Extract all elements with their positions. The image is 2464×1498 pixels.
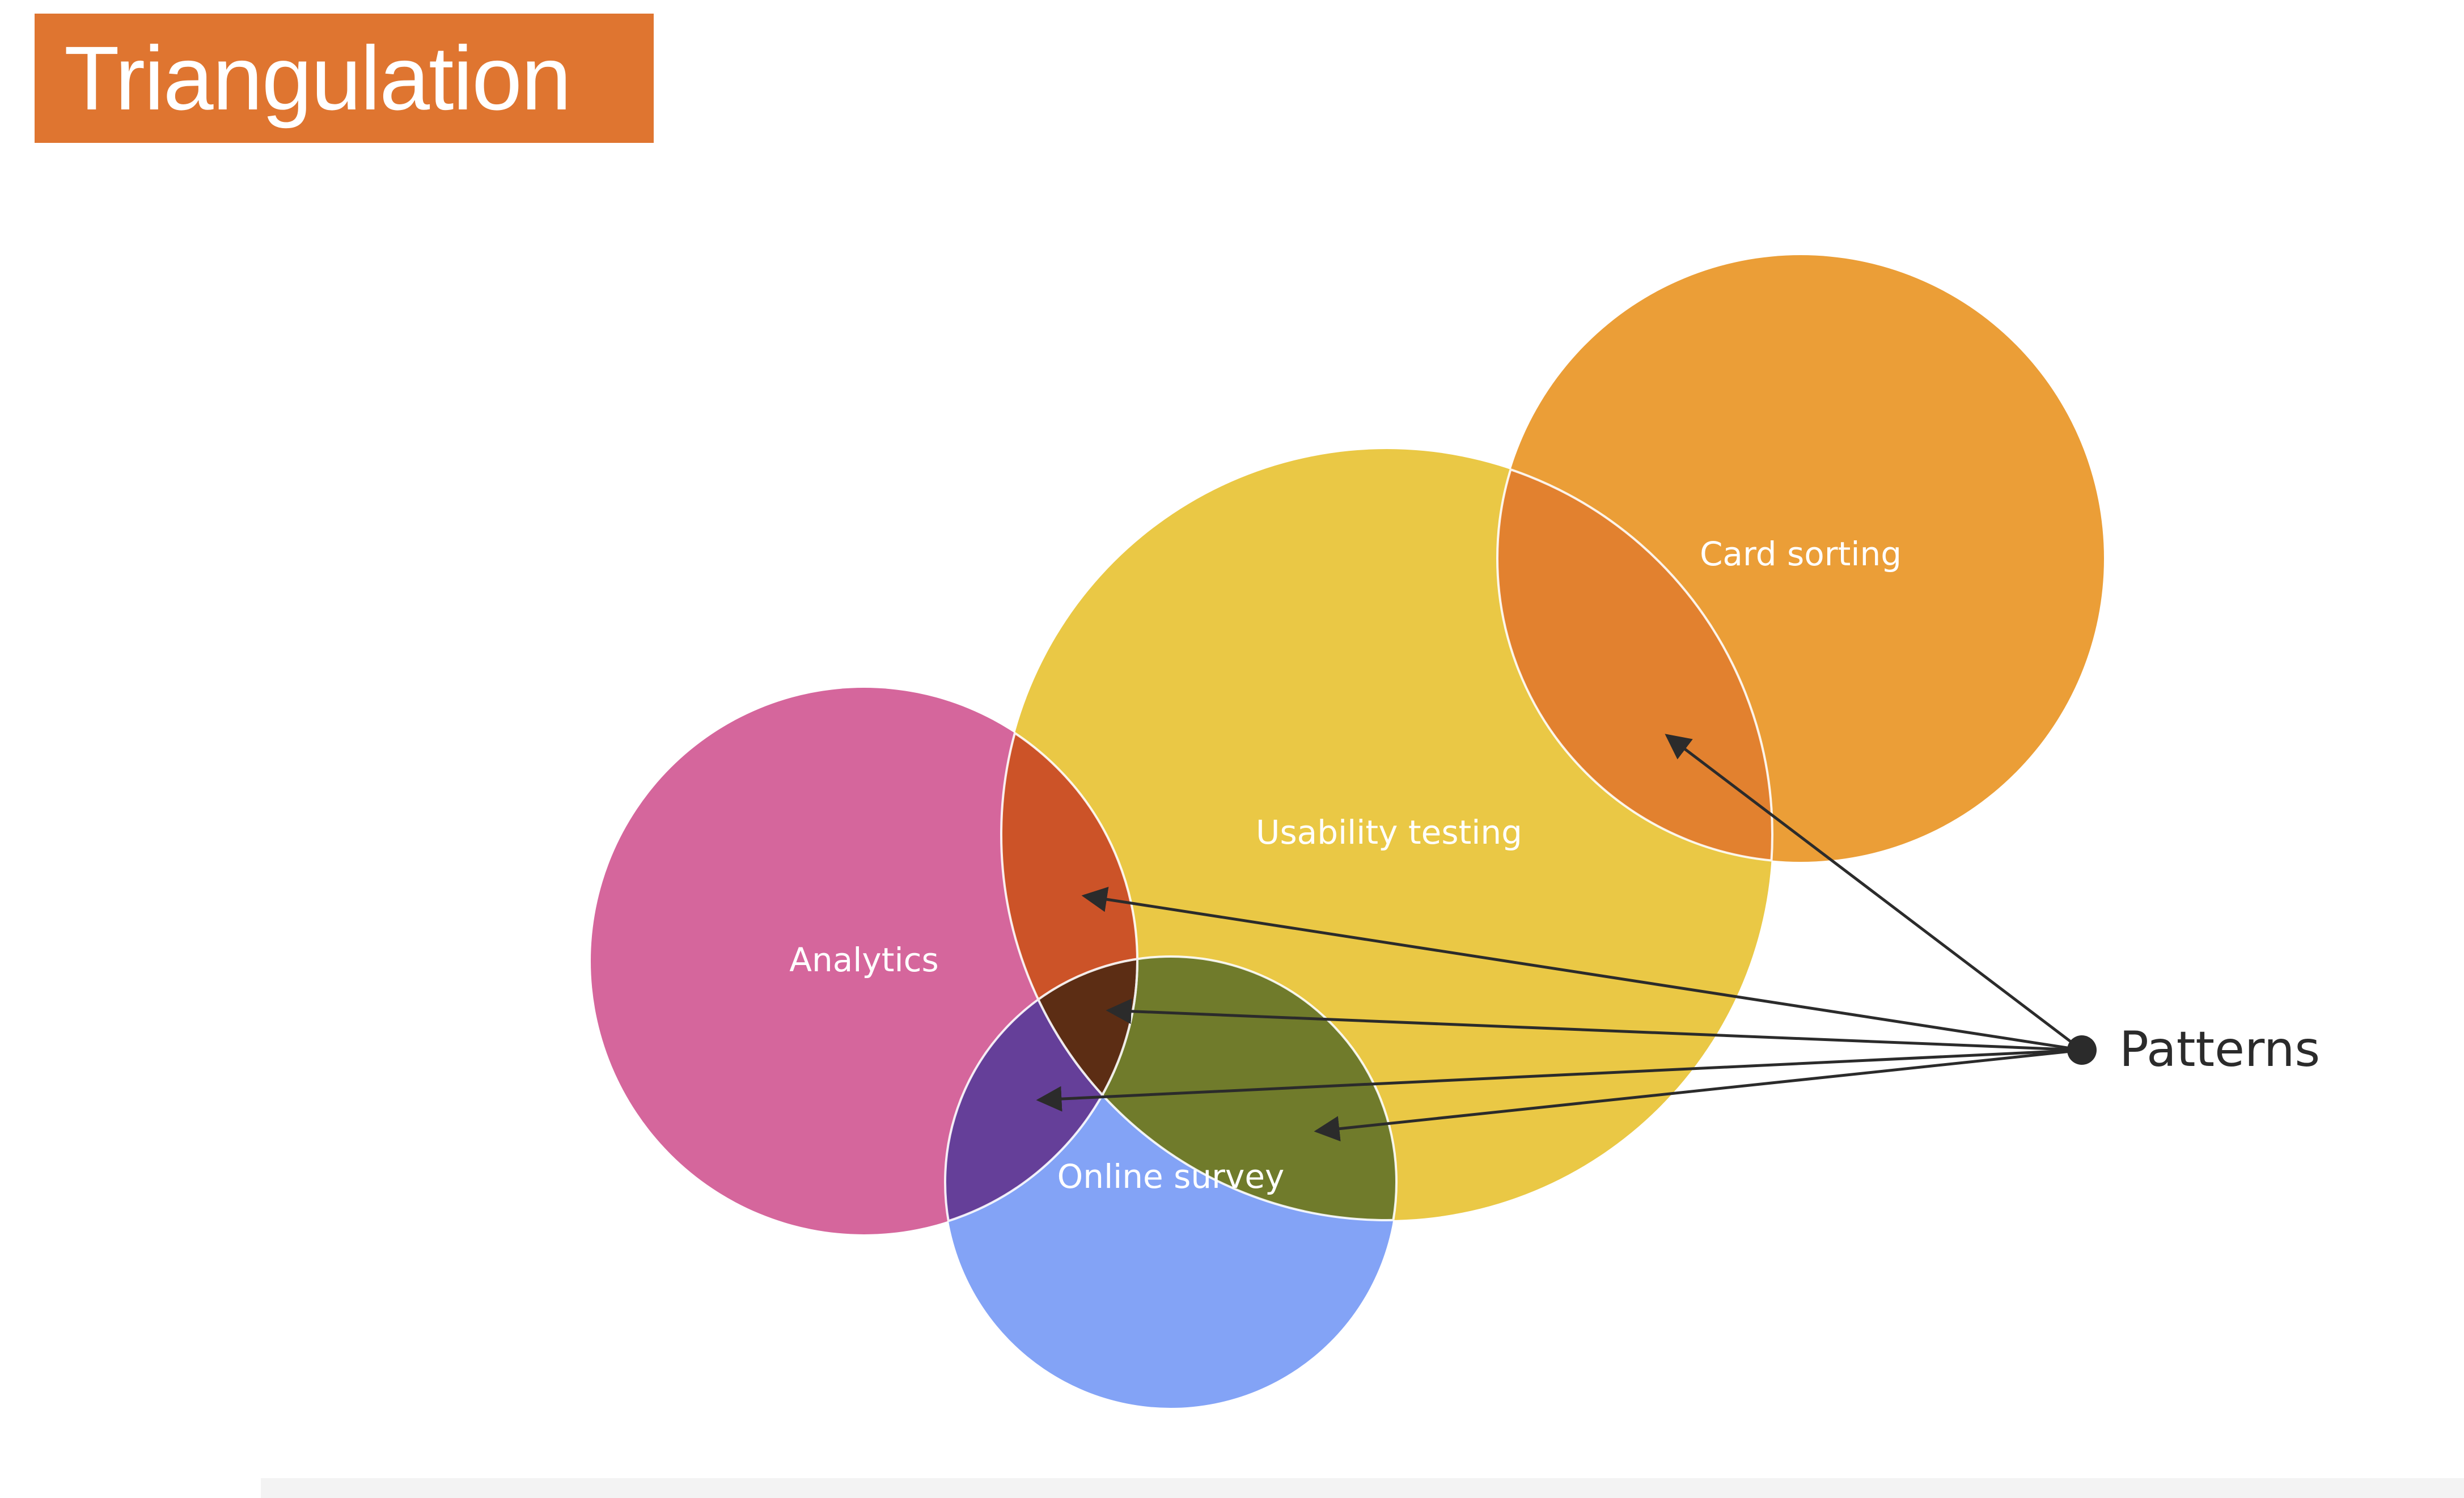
patterns-label: Patterns — [2119, 1021, 2320, 1078]
arrow-to-analytics-survey — [1036, 1048, 2082, 1112]
arrow-to-analytics-usability — [1081, 886, 2082, 1052]
patterns-dot — [2067, 1035, 2097, 1065]
slide-title: Triangulation — [35, 14, 654, 143]
analytics-survey-overlap — [945, 957, 1137, 1234]
usability-card-sorting-overlap — [1497, 449, 1772, 862]
usability-testing-label: Usability testing — [1256, 813, 1522, 852]
arrow-to-triple-overlap — [1106, 998, 2082, 1052]
online-survey-label: Online survey — [1057, 1157, 1285, 1196]
arrow-to-usability-survey — [1314, 1048, 2082, 1142]
bottom-band — [261, 1478, 2464, 1498]
card-sorting-label: Card sorting — [1700, 535, 1902, 573]
arrow-to-usability-card-sorting — [1665, 734, 2083, 1051]
analytics-label: Analytics — [789, 941, 938, 979]
